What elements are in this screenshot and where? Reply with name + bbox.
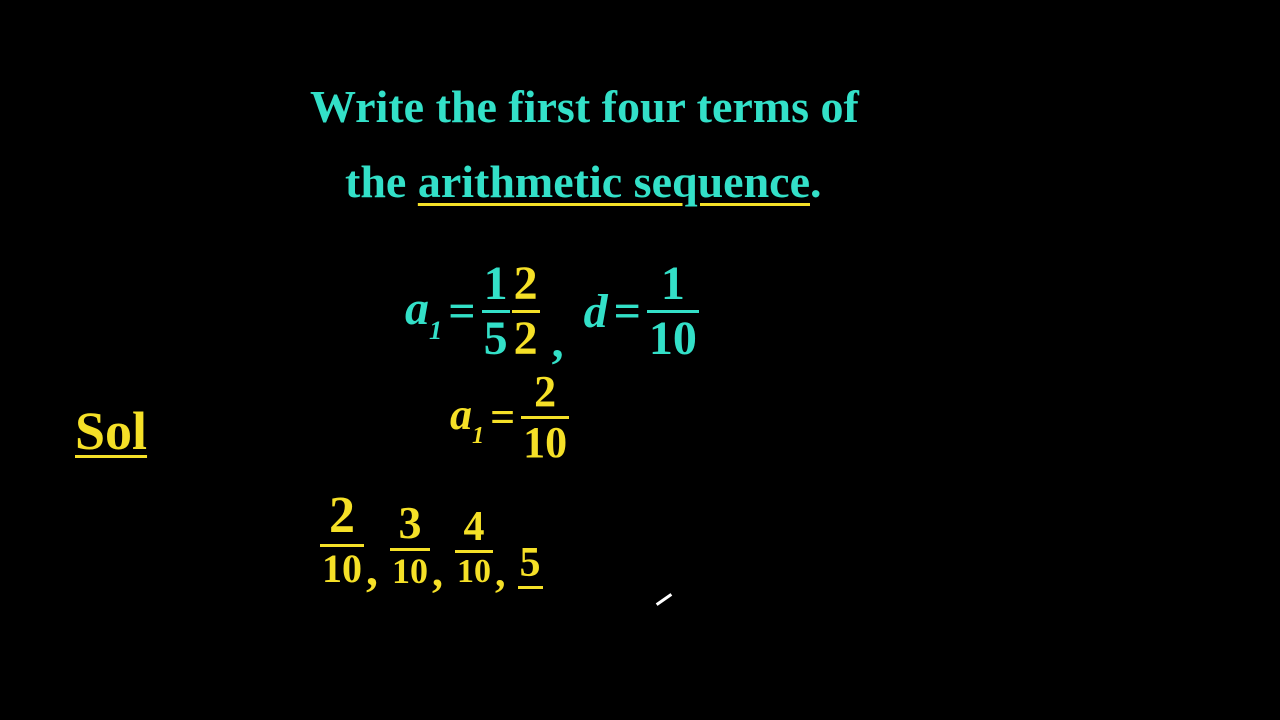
eq-2: =: [614, 284, 641, 339]
seq-term-4: 5: [518, 542, 543, 589]
seq-comma-2: ,: [432, 546, 443, 597]
a-symbol-2: a1: [450, 389, 484, 446]
problem-line-1: Write the first four terms of: [310, 80, 859, 133]
comma-1: ,: [552, 314, 564, 369]
seq-comma-3: ,: [495, 549, 506, 597]
problem-line-2-pre: the: [345, 156, 418, 207]
sequence-row: 2 10 , 3 10 , 4 10 , 5: [320, 490, 543, 589]
problem-line-2-post: .: [810, 156, 822, 207]
d-symbol: d: [584, 284, 608, 339]
a-symbol: a1: [405, 281, 442, 342]
frac-two-two: 2 2: [512, 260, 540, 363]
eq-3: =: [490, 392, 515, 443]
seq-comma-1: ,: [366, 542, 378, 597]
problem-line-2-underlined: arithmetic sequence: [418, 156, 810, 207]
seq-term-2: 3 10: [390, 500, 430, 589]
sol-label: Sol: [75, 400, 147, 462]
pen-cursor: [656, 593, 672, 606]
frac-one-fifth: 1 5: [482, 260, 510, 363]
problem-line-2: the arithmetic sequence.: [345, 155, 822, 208]
rewrite-line: a1 = 2 10: [450, 370, 569, 465]
frac-d: 1 10: [647, 260, 699, 363]
seq-term-3: 4 10: [455, 506, 493, 589]
eq-1: =: [448, 284, 475, 339]
given-line: a1 = 1 5 2 2 , d = 1 10: [405, 260, 699, 363]
whiteboard-canvas: Write the first four terms of the arithm…: [0, 0, 1280, 720]
seq-term-1: 2 10: [320, 490, 364, 589]
problem-line-1-text: Write the first four terms of: [310, 81, 859, 132]
frac-two-tenths: 2 10: [521, 370, 569, 465]
